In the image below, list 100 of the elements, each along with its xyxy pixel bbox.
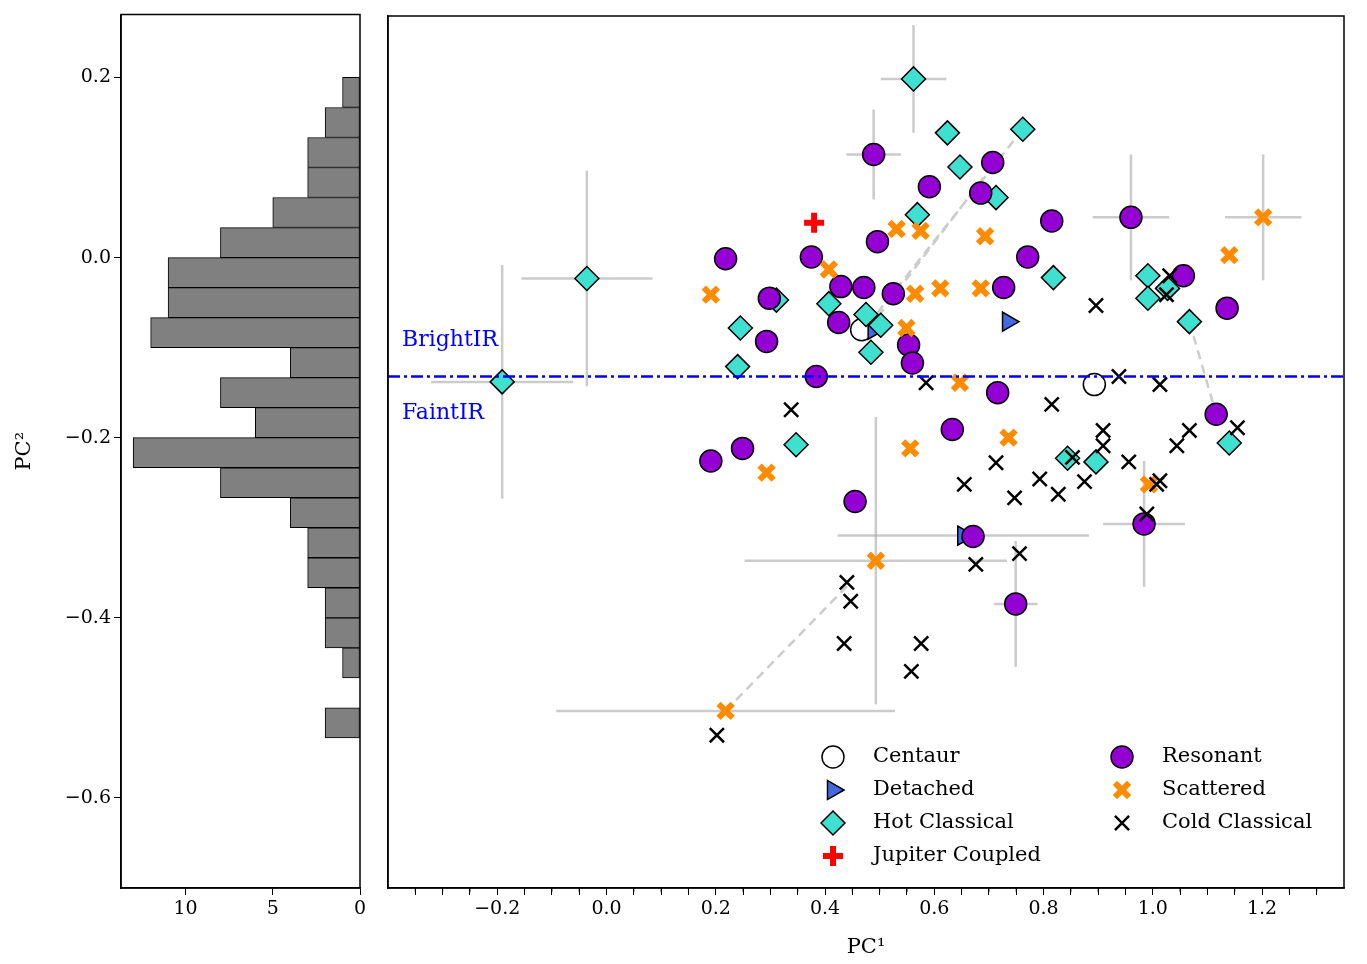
- point: [1031, 470, 1049, 488]
- point: [1171, 264, 1196, 288]
- x-tick-label: 0.4: [809, 896, 841, 919]
- point: [1219, 245, 1240, 266]
- x-tick-label: 1.2: [1246, 896, 1278, 919]
- point: [783, 432, 809, 458]
- point: [489, 369, 515, 395]
- point: [1135, 263, 1161, 289]
- legend-label: Centaur: [873, 743, 961, 768]
- point: [782, 401, 800, 419]
- point: [826, 310, 851, 335]
- point: [1040, 264, 1067, 291]
- x-tick-label: 1.0: [1137, 896, 1168, 919]
- y-tick-label: −0.6: [64, 784, 111, 807]
- point: [1253, 207, 1274, 228]
- point: [1176, 308, 1203, 335]
- point: [1039, 209, 1064, 233]
- point: [881, 282, 906, 306]
- point: [852, 275, 876, 300]
- point: [861, 142, 886, 167]
- point: [708, 726, 726, 744]
- point: [940, 417, 965, 442]
- x-tick-label: 0.8: [1028, 896, 1059, 919]
- point: [1138, 505, 1156, 523]
- point: [757, 286, 782, 311]
- point: [1010, 116, 1036, 143]
- point: [799, 245, 824, 269]
- annotation: FaintIR: [402, 399, 486, 425]
- point: [727, 315, 754, 341]
- point: [1083, 449, 1109, 475]
- point: [1082, 372, 1107, 397]
- point: [1120, 453, 1138, 471]
- point: [713, 246, 738, 271]
- point: [724, 353, 751, 380]
- point: [829, 274, 853, 299]
- point: [900, 438, 921, 459]
- point: [868, 312, 894, 338]
- point: [715, 700, 736, 721]
- point: [756, 462, 777, 483]
- point: [1151, 376, 1169, 393]
- x-tick-label: 0.2: [700, 896, 731, 919]
- legend-label: Hot Classical: [873, 809, 1014, 834]
- point: [886, 218, 907, 240]
- point: [816, 290, 842, 317]
- point: [730, 436, 755, 461]
- point: [1229, 419, 1246, 437]
- legend-label: Jupiter Coupled: [871, 842, 1041, 867]
- point: [1049, 485, 1067, 503]
- point: [968, 181, 993, 205]
- legend-label: Cold Classical: [1162, 809, 1313, 834]
- point: [1043, 396, 1061, 413]
- point: [947, 154, 973, 180]
- point: [1216, 430, 1243, 456]
- x-tick-label: −0.2: [474, 896, 521, 919]
- legend-label: Scattered: [1162, 776, 1266, 801]
- point: [934, 120, 961, 146]
- y-axis-title: PC²: [11, 431, 36, 471]
- point: [910, 220, 931, 241]
- point: [956, 476, 973, 493]
- point: [1006, 489, 1023, 507]
- point: [961, 524, 985, 549]
- point: [843, 489, 867, 514]
- point: [975, 226, 996, 247]
- point: [904, 201, 931, 228]
- point: [1135, 285, 1161, 312]
- point: [985, 380, 1010, 405]
- point: [1087, 297, 1105, 314]
- point: [1015, 245, 1040, 269]
- x-tick-label: 10: [173, 896, 198, 919]
- point: [903, 663, 920, 680]
- legend-label: Detached: [873, 776, 975, 801]
- point: [1076, 473, 1093, 490]
- point: [1161, 267, 1179, 285]
- point: [905, 283, 926, 304]
- x-tick-label: 0: [353, 896, 367, 919]
- point: [912, 635, 930, 652]
- point: [1011, 545, 1028, 562]
- point: [1003, 592, 1028, 616]
- point: [987, 454, 1005, 472]
- point: [917, 374, 935, 392]
- point: [699, 449, 723, 473]
- point: [967, 556, 985, 573]
- point: [970, 278, 991, 299]
- point: [1204, 402, 1228, 426]
- point: [917, 175, 942, 199]
- point: [900, 351, 925, 375]
- point: [754, 329, 779, 354]
- point: [1168, 437, 1186, 455]
- point: [835, 635, 853, 652]
- x-tick-label: 5: [266, 896, 279, 919]
- point: [842, 592, 860, 610]
- point: [930, 278, 951, 299]
- point: [858, 339, 884, 365]
- point: [700, 284, 721, 305]
- y-tick-label: 0.2: [80, 64, 111, 87]
- annotation: BrightIR: [402, 326, 500, 352]
- point: [853, 301, 879, 328]
- point: [1148, 476, 1165, 493]
- point: [991, 275, 1016, 300]
- point: [818, 259, 839, 280]
